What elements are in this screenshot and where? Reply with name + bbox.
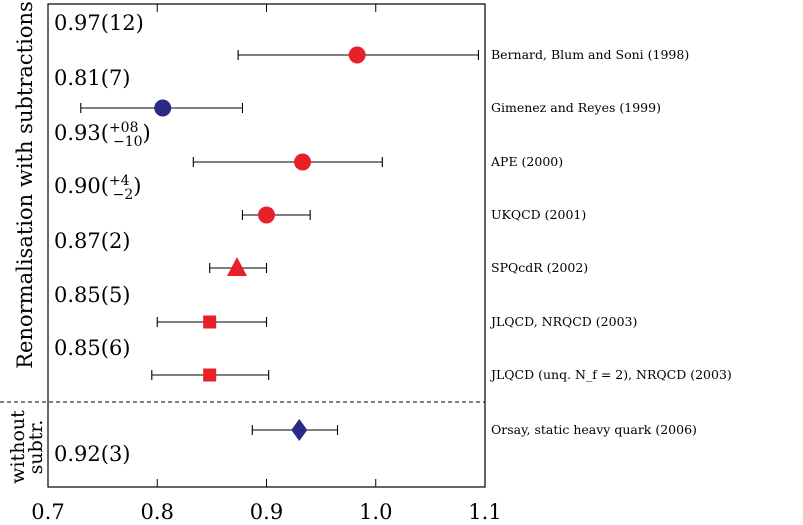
data-row: 0.97(12) Bernard, Blum and Soni (1998) [54, 11, 689, 64]
marker-triangle [227, 257, 248, 276]
marker-square [203, 315, 217, 329]
value-label: 0.85(5) [54, 283, 131, 307]
x-tick-label: 0.7 [31, 500, 64, 524]
reference-label: Bernard, Blum and Soni (1998) [491, 47, 689, 62]
value-label: 0.97(12) [54, 11, 144, 35]
x-tick-label: 0.8 [141, 500, 174, 524]
value-label: 0.85(6) [54, 336, 131, 360]
data-row: 0.85(5) JLQCD, NRQCD (2003) [54, 283, 637, 329]
x-tick-label: 0.9 [250, 500, 283, 524]
reference-label: UKQCD (2001) [491, 207, 586, 222]
y-axis-label-bottom-line2: subtr. [25, 420, 47, 475]
marker-circle [258, 206, 275, 224]
reference-label: JLQCD (unq. N_f = 2), NRQCD (2003) [489, 367, 732, 382]
data-row: 0.90(+4 −2) UKQCD (2001) [54, 173, 586, 224]
marker-diamond [291, 419, 308, 441]
y-axis-label-main: Renormalisation with subtractions [13, 1, 37, 369]
value-label: 0.92(3) [54, 442, 131, 466]
marker-circle [348, 46, 366, 64]
data-row: 0.93(+08 −10) APE (2000) [54, 120, 563, 171]
data-row: 0.87(2) SPQcdR (2002) [54, 229, 588, 276]
x-axis: 0.7 0.8 0.9 1.0 1.1 [31, 4, 502, 524]
data-row: 0.85(6) JLQCD (unq. N_f = 2), NRQCD (2003… [54, 336, 732, 382]
reference-label: APE (2000) [490, 154, 563, 169]
x-tick-label: 1.1 [468, 500, 501, 524]
marker-square [203, 368, 217, 382]
data-points: 0.97(12) Bernard, Blum and Soni (1998) 0.8… [54, 11, 732, 466]
reference-label: Orsay, static heavy quark (2006) [491, 422, 697, 437]
value-label: 0.93(+08 −10) [54, 120, 151, 150]
data-row: 0.92(3) Orsay, static heavy quark (2006) [54, 419, 697, 466]
marker-circle [154, 99, 172, 117]
reference-label: JLQCD, NRQCD (2003) [489, 314, 637, 329]
y-axis-label-bottom-line1: without [7, 410, 29, 484]
reference-label: Gimenez and Reyes (1999) [491, 100, 661, 115]
value-label: 0.90(+4 −2) [54, 173, 141, 203]
value-label: 0.87(2) [54, 229, 131, 253]
data-row: 0.81(7) Gimenez and Reyes (1999) [54, 66, 661, 117]
marker-circle [294, 153, 312, 171]
x-tick-label: 1.0 [359, 500, 392, 524]
value-label: 0.81(7) [54, 66, 131, 90]
reference-label: SPQcdR (2002) [491, 260, 588, 275]
